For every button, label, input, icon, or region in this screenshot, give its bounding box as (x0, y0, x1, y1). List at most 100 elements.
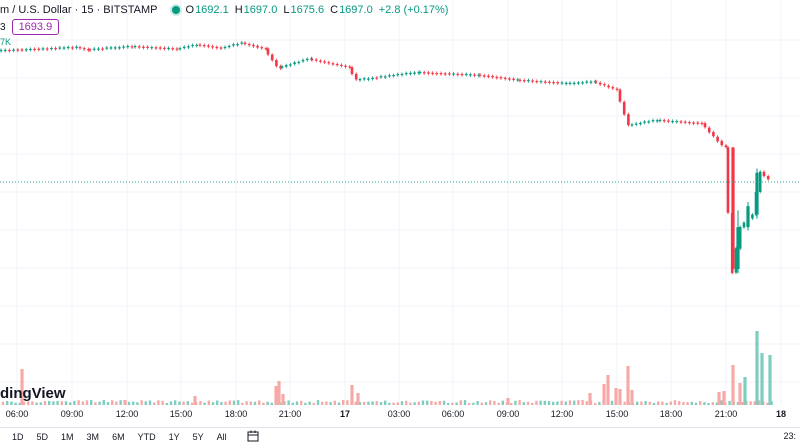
volume-bar (39, 402, 42, 405)
candle-body (431, 72, 434, 74)
volume-bar (56, 401, 59, 405)
volume-bar (661, 401, 664, 405)
calendar-icon[interactable] (247, 430, 259, 445)
volume-bar (193, 396, 197, 405)
volume-bar (564, 401, 567, 405)
range-button-3m[interactable]: 3M (86, 432, 100, 442)
volume-bar (614, 388, 618, 405)
candle-body (413, 72, 416, 74)
volume-bar (757, 400, 761, 405)
candle-body (41, 48, 45, 50)
volume-bar (262, 402, 265, 405)
symbol-title[interactable]: m / U.S. Dollar · 15 · BITSTAMP (0, 4, 158, 16)
candle-body (736, 227, 740, 270)
range-button-ytd[interactable]: YTD (137, 432, 156, 442)
candle-body (720, 140, 724, 146)
candle-body (482, 75, 486, 77)
candle-body (215, 46, 219, 49)
candle-body (275, 60, 278, 67)
volume-bar (618, 389, 622, 405)
volume-bar (186, 401, 189, 405)
candle-body (142, 46, 145, 48)
candle-body (448, 73, 451, 75)
candle-body (746, 206, 750, 228)
range-button-6m[interactable]: 6M (112, 432, 125, 442)
candle-body (751, 214, 754, 219)
candle-body (171, 48, 175, 50)
range-button-1m[interactable]: 1M (61, 432, 74, 442)
candle-body (348, 66, 352, 68)
volume-bar (237, 400, 240, 405)
price-box[interactable]: 1693.9 (11, 19, 60, 35)
volume-bar (766, 402, 769, 405)
range-button-5d[interactable]: 5D (36, 432, 49, 442)
timezone-label[interactable]: 23: (783, 431, 796, 441)
volume-bar (606, 375, 610, 405)
volume-bar (602, 384, 606, 405)
candle-body (284, 65, 288, 67)
candle-body (331, 63, 335, 65)
volume-bar (165, 402, 168, 405)
volume-bar (588, 393, 592, 405)
volume-bar (295, 401, 299, 405)
volume-bar (573, 400, 576, 405)
candle-body (427, 72, 430, 74)
candle-body (66, 46, 70, 49)
volume-bar (506, 398, 510, 405)
candle-body (607, 85, 610, 88)
volume-bar (132, 401, 135, 405)
low-value: 1675.6 (290, 4, 325, 16)
candle-body (700, 122, 704, 125)
volume-bar (703, 402, 706, 405)
candle-body (92, 48, 96, 50)
candle-body (460, 74, 464, 76)
candle-body (375, 77, 379, 79)
volume-bar (699, 401, 702, 405)
volume-bar (741, 401, 744, 405)
volume-bar (640, 401, 643, 405)
volume-bar (274, 386, 278, 405)
volume-bar (560, 400, 563, 405)
range-button-1d[interactable]: 1D (12, 432, 24, 442)
volume-bar (270, 402, 273, 405)
volume-bar (405, 400, 408, 405)
candle-body (223, 46, 227, 49)
candle-body (615, 88, 619, 90)
volume-bar (447, 402, 450, 405)
volume-bar (426, 400, 429, 405)
volume-bar (722, 391, 726, 405)
candle-body (163, 47, 166, 49)
volume-bar (224, 401, 227, 405)
candle-body (8, 49, 11, 52)
volume-bar (497, 402, 500, 405)
volume-bar (287, 400, 290, 405)
candle-body (367, 78, 370, 80)
candle-body (54, 47, 57, 50)
volume-bar (316, 400, 320, 405)
candle-body (323, 61, 326, 63)
volume-bar (220, 401, 223, 405)
candle-body (383, 76, 387, 78)
volume-bar (736, 401, 740, 405)
candle-body (762, 171, 766, 177)
volume-bar (547, 401, 551, 405)
volume-bar (10, 401, 13, 405)
candle-body (662, 120, 666, 122)
volume-bar (514, 400, 517, 405)
range-button-all[interactable]: All (216, 432, 227, 442)
range-button-1y[interactable]: 1Y (168, 432, 180, 442)
volume-bar (321, 401, 324, 405)
candle-body (418, 71, 422, 74)
candle-body (560, 82, 564, 84)
time-axis-label: 06:00 (441, 409, 465, 419)
volume-bar (329, 402, 332, 405)
candle-body (362, 78, 366, 80)
volume-bar (455, 402, 458, 405)
volume-bar (98, 401, 101, 405)
volume-bar (157, 400, 160, 405)
candle-body (87, 49, 90, 51)
range-button-5y[interactable]: 5Y (192, 432, 204, 442)
candle-body (301, 59, 305, 62)
candle-body (88, 49, 92, 51)
